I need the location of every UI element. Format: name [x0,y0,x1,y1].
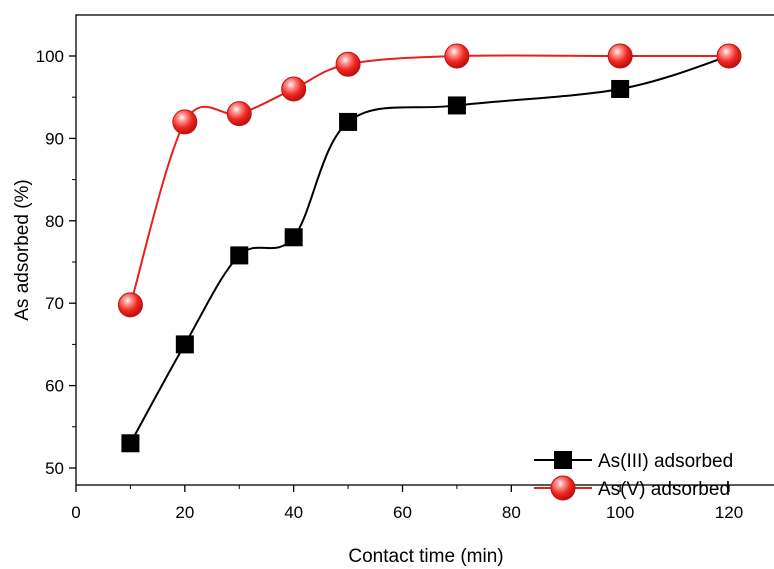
x-tick-label: 0 [71,503,80,522]
data-point-as-iii [121,434,140,453]
y-axis: 50 60 70 80 90 100 [36,47,76,478]
y-axis-title: As adsorbed (%) [12,179,33,321]
data-point-as-v [117,292,143,318]
marker-layer [117,43,742,453]
x-tick-label: 20 [175,503,194,522]
plot-area-frame [75,14,774,486]
legend-label-as-iii: As(III) adsorbed [598,451,733,472]
data-point-as-iii [339,112,358,131]
x-tick-label: 120 [715,503,743,522]
x-tick-label: 80 [502,503,521,522]
data-point-as-iii [284,228,303,247]
legend-item-as-v: As(V) adsorbed [534,475,730,501]
data-point-as-iii [611,79,630,98]
legend-item-as-iii: As(III) adsorbed [534,451,733,472]
data-point-as-v [281,76,307,102]
legend-marker-as-v [550,475,576,501]
data-point-as-v [444,43,470,69]
data-point-as-v [226,101,252,127]
series-line-as-iii [129,55,730,444]
data-point-as-v [335,51,361,77]
series-layer [129,54,730,444]
x-axis-title: Contact time (min) [348,546,503,567]
data-point-as-v [607,43,633,69]
legend: As(III) adsorbed As(V) adsorbed [534,451,733,501]
y-tick-label: 100 [36,47,64,66]
legend-marker-as-iii [554,451,572,469]
data-point-as-v [172,109,198,135]
y-tick-label: 60 [45,377,64,396]
x-tick-label: 100 [606,503,634,522]
y-tick-label: 90 [45,129,64,148]
x-tick-label: 40 [284,503,303,522]
y-tick-label: 50 [45,459,64,478]
y-tick-label: 80 [45,212,64,231]
x-axis: 0 20 40 60 80 100 120 [71,485,743,522]
y-tick-label: 70 [45,294,64,313]
data-point-as-iii [447,96,466,115]
data-point-as-iii [175,335,194,354]
data-point-as-iii [230,246,249,265]
series-line-as-v [129,54,729,306]
data-point-as-v [716,43,742,69]
legend-label-as-v: As(V) adsorbed [598,479,730,500]
x-tick-label: 60 [393,503,412,522]
